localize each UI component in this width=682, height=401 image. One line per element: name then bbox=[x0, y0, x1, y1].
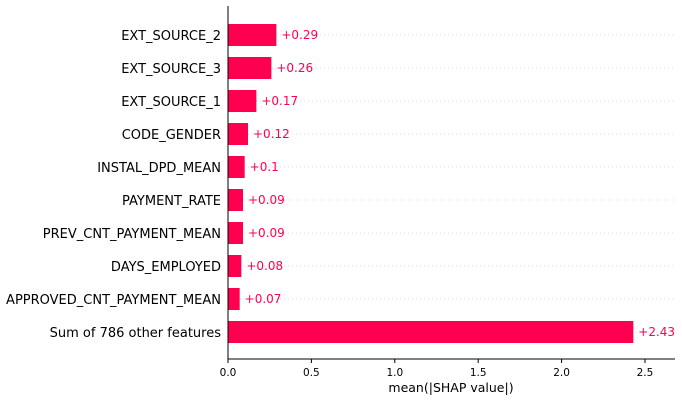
bar bbox=[228, 57, 272, 79]
value-label: +0.26 bbox=[276, 61, 313, 75]
category-label: INSTAL_DPD_MEAN bbox=[97, 161, 221, 176]
value-label: +0.08 bbox=[246, 259, 283, 273]
category-label: EXT_SOURCE_2 bbox=[121, 29, 221, 44]
value-label: +0.12 bbox=[253, 127, 290, 141]
value-label: +2.43 bbox=[638, 325, 675, 339]
category-label: EXT_SOURCE_3 bbox=[121, 62, 221, 77]
axes: 0.0 0.5 1.0 1.5 2.0 2.5 bbox=[220, 6, 675, 379]
category-label: PREV_CNT_PAYMENT_MEAN bbox=[43, 227, 221, 242]
value-label: +0.17 bbox=[261, 94, 298, 108]
x-tick-label: 2.0 bbox=[553, 367, 570, 379]
bar bbox=[228, 321, 634, 343]
bar bbox=[228, 255, 242, 277]
x-tick-label: 0.0 bbox=[220, 367, 237, 379]
value-labels: +0.29 +0.26 +0.17 +0.12 +0.1 +0.09 +0.09 +0.08 +… bbox=[245, 28, 675, 339]
bar bbox=[228, 156, 245, 178]
x-tick-label: 1.0 bbox=[386, 367, 403, 379]
value-label: +0.29 bbox=[281, 28, 318, 42]
category-label: Sum of 786 other features bbox=[50, 326, 222, 341]
value-label: +0.09 bbox=[248, 193, 285, 207]
category-label: PAYMENT_RATE bbox=[122, 194, 221, 209]
x-tick-label: 1.5 bbox=[470, 367, 487, 379]
category-label: EXT_SOURCE_1 bbox=[121, 95, 221, 110]
bar bbox=[228, 222, 244, 244]
bar bbox=[228, 189, 244, 211]
category-label: DAYS_EMPLOYED bbox=[111, 260, 221, 275]
grid-lines bbox=[228, 34, 675, 333]
x-axis-title: mean(|SHAP value|) bbox=[388, 380, 513, 395]
category-labels: EXT_SOURCE_2 EXT_SOURCE_3 EXT_SOURCE_1 CODE… bbox=[6, 29, 221, 341]
bar bbox=[228, 24, 277, 46]
bars bbox=[228, 24, 634, 343]
x-tick-label: 0.5 bbox=[303, 367, 320, 379]
value-label: +0.1 bbox=[250, 160, 279, 174]
x-tick-label: 2.5 bbox=[637, 367, 654, 379]
value-label: +0.07 bbox=[245, 292, 282, 306]
category-label: CODE_GENDER bbox=[122, 128, 221, 143]
bar bbox=[228, 90, 257, 112]
category-label: APPROVED_CNT_PAYMENT_MEAN bbox=[6, 293, 221, 308]
bar bbox=[228, 288, 240, 310]
bar bbox=[228, 123, 249, 145]
value-label: +0.09 bbox=[248, 226, 285, 240]
